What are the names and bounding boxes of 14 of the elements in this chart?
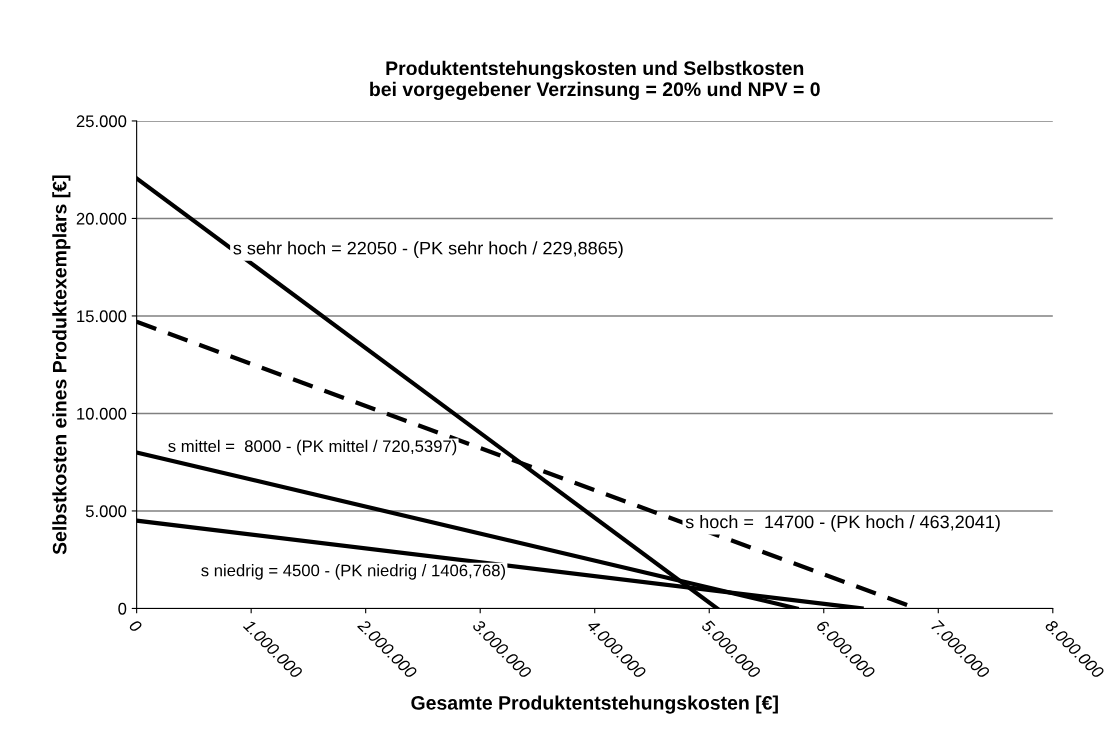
annotation: s mittel = 8000 - (PK mittel / 720,5397) (168, 439, 457, 456)
x-tick-label: 0 (128, 618, 143, 634)
y-axis-title: Selbstkosten eines Produktexemplars [€] (52, 175, 71, 555)
x-axis-title: Gesamte Produktentstehungskosten [€] (411, 695, 778, 714)
y-tick-label: 0 (118, 602, 127, 615)
chart-title: Produktentstehungskosten und Selbstkosten bei vorgegebener Verzinsung = 20% und NPV = 0 (370, 60, 820, 101)
y-tick-label: 10.000 (77, 407, 127, 420)
y-tick-label: 20.000 (76, 212, 127, 225)
annotation: s sehr hoch = 22050 - (PK sehr hoch / 229,8865) (233, 241, 623, 259)
y-tick-label: 5.000 (85, 505, 127, 518)
annotation: s niedrig = 4500 - (PK niedrig / 1406,768) (201, 564, 506, 580)
y-tick-label: 15.000 (77, 310, 127, 323)
annotation: s hoch = 14700 - (PK hoch / 463,2041) (685, 515, 1000, 532)
y-tick-label: 25.000 (76, 115, 127, 128)
